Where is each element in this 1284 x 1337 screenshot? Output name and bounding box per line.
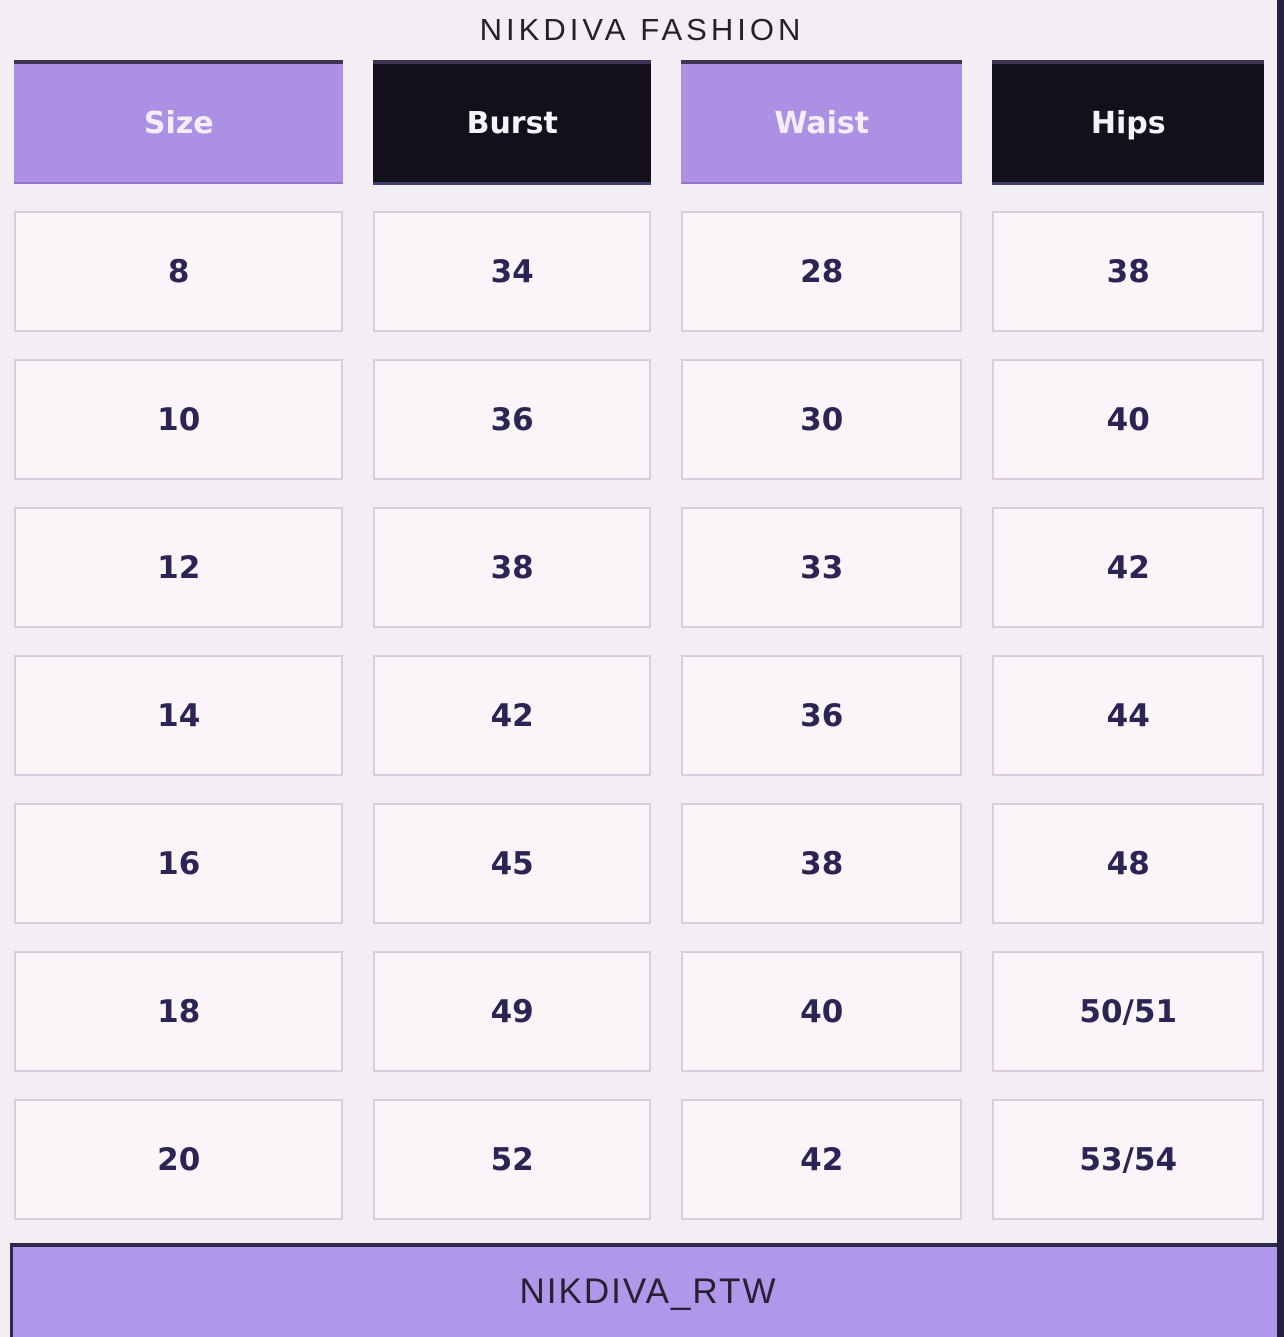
cell-waist: 33 bbox=[680, 507, 963, 628]
size-chart-body: 8 34 28 38 10 36 30 40 12 38 33 42 14 42… bbox=[14, 211, 1264, 1220]
cell-waist: 40 bbox=[680, 951, 963, 1072]
cell-size: 20 bbox=[14, 1099, 344, 1220]
cell-burst: 49 bbox=[373, 951, 651, 1072]
cell-size: 12 bbox=[14, 507, 344, 628]
cell-size: 10 bbox=[14, 359, 344, 480]
cell-waist: 36 bbox=[680, 655, 963, 776]
column-header-waist: Waist bbox=[680, 60, 963, 184]
size-chart-header-row: Size Burst Waist Hips bbox=[14, 60, 1264, 185]
right-edge-strip bbox=[1277, 0, 1284, 1337]
page-title: NIKDIVA FASHION bbox=[479, 12, 805, 47]
cell-hips: 40 bbox=[992, 359, 1264, 480]
footer-banner: NIKDIVA_RTW bbox=[10, 1243, 1284, 1337]
cell-waist: 28 bbox=[680, 211, 963, 332]
cell-waist: 42 bbox=[680, 1099, 963, 1220]
column-header-size: Size bbox=[14, 60, 344, 184]
cell-size: 16 bbox=[14, 803, 344, 924]
cell-hips: 50/51 bbox=[992, 951, 1264, 1072]
cell-burst: 36 bbox=[373, 359, 651, 480]
footer-label: NIKDIVA_RTW bbox=[519, 1272, 778, 1311]
cell-hips: 42 bbox=[992, 507, 1264, 628]
cell-size: 8 bbox=[14, 211, 344, 332]
cell-waist: 38 bbox=[680, 803, 963, 924]
column-header-hips: Hips bbox=[992, 60, 1264, 185]
cell-hips: 44 bbox=[992, 655, 1264, 776]
cell-burst: 42 bbox=[373, 655, 651, 776]
column-header-burst: Burst bbox=[373, 60, 651, 185]
cell-burst: 38 bbox=[373, 507, 651, 628]
cell-burst: 52 bbox=[373, 1099, 651, 1220]
cell-hips: 53/54 bbox=[992, 1099, 1264, 1220]
cell-burst: 45 bbox=[373, 803, 651, 924]
cell-burst: 34 bbox=[373, 211, 651, 332]
cell-waist: 30 bbox=[680, 359, 963, 480]
cell-hips: 48 bbox=[992, 803, 1264, 924]
cell-size: 18 bbox=[14, 951, 344, 1072]
cell-hips: 38 bbox=[992, 211, 1264, 332]
cell-size: 14 bbox=[14, 655, 344, 776]
